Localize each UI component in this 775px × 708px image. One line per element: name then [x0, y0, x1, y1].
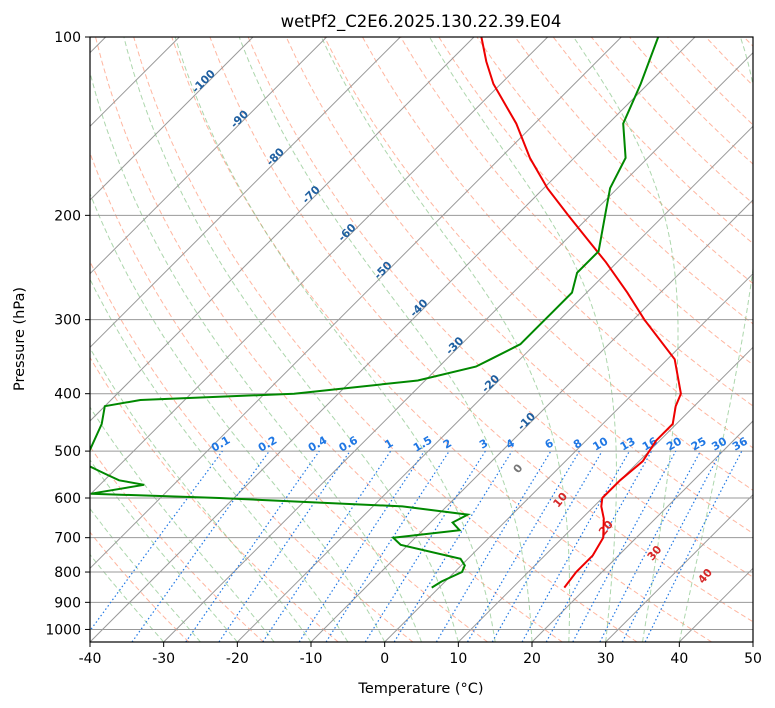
chart-title: wetPf2_C2E6.2025.130.22.39.E04: [281, 12, 562, 32]
dry-adiabat-line: [285, 37, 753, 535]
y-tick-label: 400: [54, 387, 81, 403]
dry-adiabat-line: [133, 37, 638, 642]
plot-area: 0.1 0.2 0.4 0.6 1 1.5 2 3 4 6 8 10 13 16 20 25 30 36-100-…: [90, 37, 753, 642]
moist-adiabat-line: [90, 278, 349, 642]
y-tick-label: 500: [54, 444, 81, 460]
dry-adiabat-line: [323, 37, 753, 491]
isotherm-line: [457, 346, 753, 642]
isotherm-line: [90, 37, 622, 570]
dry-adiabat-line: [400, 37, 753, 407]
moist-adiabat-line: [123, 37, 459, 642]
moist-adiabat-line: [90, 192, 386, 642]
y-tick-label: 300: [54, 313, 81, 329]
moist-adiabat-line: [320, 37, 571, 642]
plot-frame: [89, 36, 754, 643]
mixing-ratio-line: [131, 450, 270, 642]
x-tick-label: 50: [744, 651, 762, 667]
x-tick-label: 0: [380, 651, 389, 667]
y-tick-label: 800: [54, 565, 81, 581]
isotherm-line: [310, 199, 753, 642]
moist-adiabat-line: [573, 37, 679, 642]
moist-adiabat-line: [174, 37, 496, 642]
moist-adiabat-line: [90, 459, 238, 642]
moist-adiabat-line: [429, 37, 617, 642]
dry-adiabat-line: [95, 37, 563, 642]
temperature-profile: [480, 37, 682, 589]
isobars: [90, 37, 753, 630]
y-tick-label: 100: [54, 30, 81, 46]
isotherm-line: [90, 37, 254, 201]
dry-adiabat-line: [514, 37, 753, 285]
dry-adiabat-line: [90, 531, 190, 642]
x-axis: -40 -30 -20 -10 0 10 20 30 40 50: [79, 642, 762, 667]
x-tick-label: 30: [597, 651, 615, 667]
mixing-ratio-line: [572, 450, 677, 642]
x-axis-title: Temperature (°C): [357, 681, 483, 697]
dry-adiabat-line: [247, 37, 753, 578]
dry-adiabat-line: [90, 356, 339, 642]
mixing-ratio-line: [90, 450, 223, 632]
mixing-ratio-line: [298, 450, 425, 642]
y-axis-title: Pressure (hPa): [12, 287, 28, 391]
mixing-ratio-line: [185, 450, 320, 642]
mixing-ratio-line: [644, 450, 743, 642]
isotherm-line: [90, 37, 475, 422]
moist-adiabat-line: [238, 37, 533, 642]
isotherm-line: [90, 37, 549, 496]
y-tick-label: 1000: [45, 622, 81, 638]
mixing-ratio-line: [262, 450, 392, 642]
y-tick-label: 700: [54, 531, 81, 547]
dry-adiabat-line: [90, 445, 264, 642]
dry-adiabat-line: [209, 37, 753, 623]
isotherm-line: [531, 420, 753, 642]
isotherm-line: [90, 37, 401, 349]
isotherm-line: [163, 51, 753, 642]
y-tick-label: 600: [54, 491, 81, 507]
mixing-ratio-line: [218, 450, 351, 642]
mixing-ratio-line: [393, 450, 513, 642]
x-tick-label: -10: [300, 651, 323, 667]
dry-adiabat-line: [438, 37, 753, 366]
y-axis: 100 200 300 400 500 600 700 800 900 1000: [45, 30, 90, 638]
y-tick-label: 900: [54, 595, 81, 611]
y-tick-label: 200: [54, 208, 81, 224]
dry-adiabat-line: [171, 37, 712, 642]
moist-adiabat-line: [678, 37, 753, 642]
mixing-ratio-line: [325, 450, 450, 642]
x-tick-label: -20: [226, 651, 249, 667]
dry-adiabats: [90, 37, 753, 642]
isotherm-line: [605, 493, 753, 642]
mixing-ratio-line: [545, 450, 653, 642]
dewpoint-profile: [90, 37, 660, 589]
isotherm-line: [90, 37, 696, 642]
isotherm-line: [236, 125, 753, 642]
x-tick-label: 10: [449, 651, 467, 667]
moist-adiabat-line: [90, 406, 275, 642]
isotherms: [90, 37, 753, 642]
x-tick-label: 40: [670, 651, 688, 667]
x-tick-label: -30: [152, 651, 175, 667]
dry-adiabat-line: [90, 151, 488, 642]
dry-adiabat-line: [362, 37, 753, 449]
x-tick-label: 20: [523, 651, 541, 667]
x-tick-label: -40: [79, 651, 102, 667]
mixing-ratio-line: [521, 450, 631, 642]
isotherm-line: [90, 37, 328, 275]
isotherm-line: [384, 272, 753, 642]
